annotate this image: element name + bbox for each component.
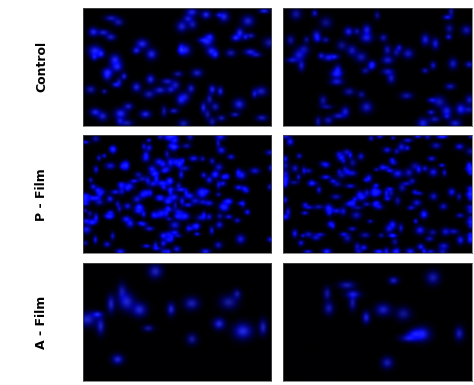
Text: Control: Control	[35, 41, 48, 92]
Text: A - Film: A - Film	[35, 296, 48, 349]
Text: P - Film: P - Film	[35, 168, 48, 221]
